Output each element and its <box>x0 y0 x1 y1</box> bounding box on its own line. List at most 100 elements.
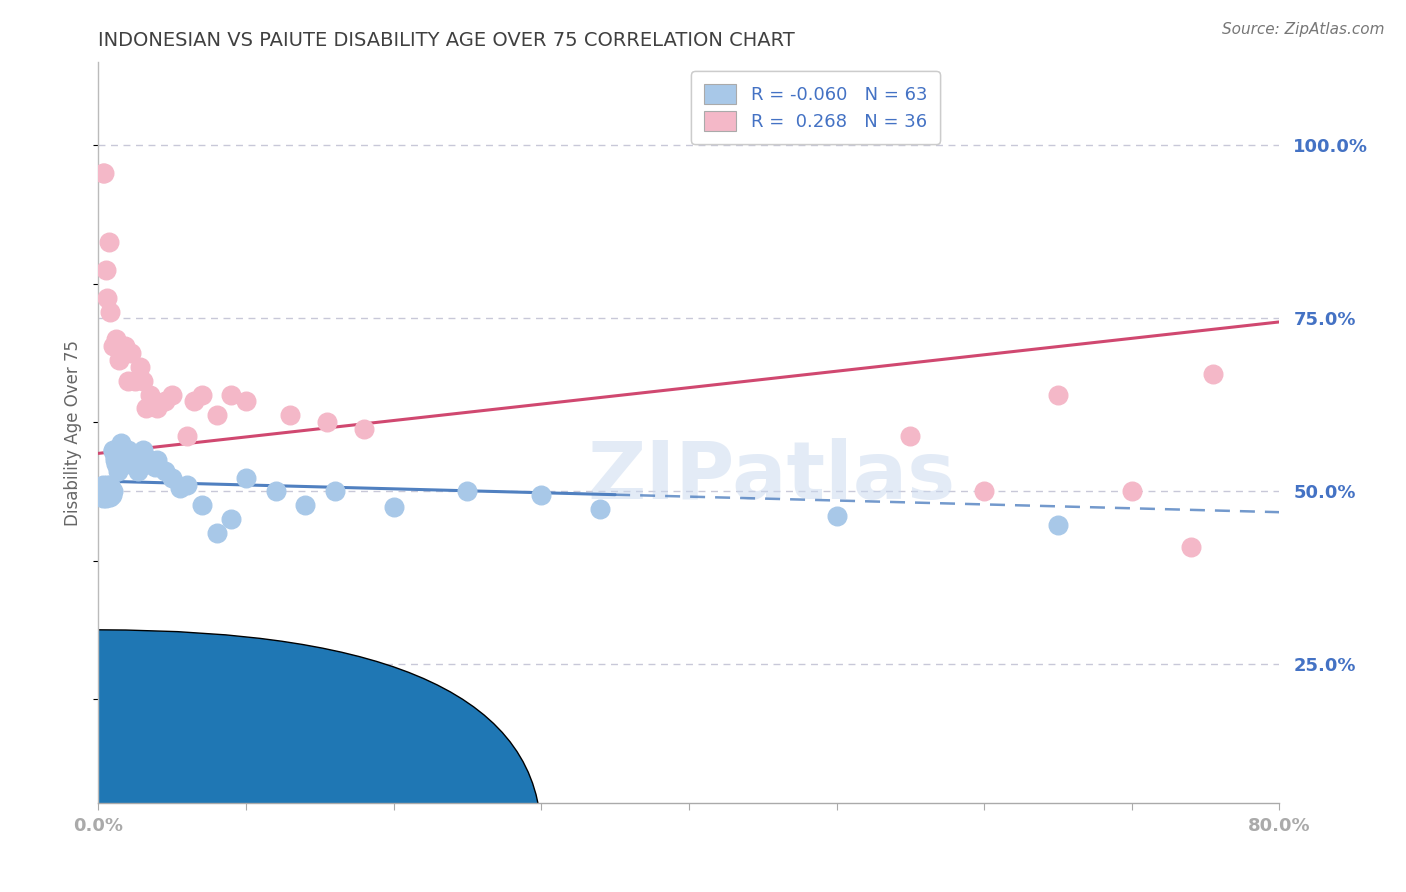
Point <box>104 453 127 467</box>
Point <box>97 484 120 499</box>
Point <box>97 488 120 502</box>
Text: INDONESIAN VS PAIUTE DISABILITY AGE OVER 75 CORRELATION CHART: INDONESIAN VS PAIUTE DISABILITY AGE OVER… <box>98 30 796 50</box>
Point <box>973 484 995 499</box>
Point <box>108 353 131 368</box>
Point <box>235 394 257 409</box>
Point <box>107 464 129 478</box>
Point <box>124 453 146 467</box>
Point <box>323 484 346 499</box>
Point <box>128 359 150 374</box>
Y-axis label: Disability Age Over 75: Disability Age Over 75 <box>65 340 83 525</box>
Point <box>104 450 127 464</box>
Point <box>176 429 198 443</box>
Point <box>98 490 121 504</box>
Point <box>205 409 228 423</box>
Point <box>103 484 125 499</box>
Point <box>111 346 134 360</box>
Point <box>825 508 848 523</box>
Point <box>457 484 479 499</box>
Point <box>264 484 287 499</box>
Point <box>97 481 120 495</box>
Point <box>132 442 155 457</box>
Point <box>1202 367 1225 381</box>
Point <box>205 525 228 540</box>
Point <box>96 485 118 500</box>
Point <box>112 450 135 464</box>
Point <box>98 485 121 500</box>
Point <box>132 374 155 388</box>
Point <box>105 457 128 471</box>
Point <box>117 374 139 388</box>
Legend: R = -0.060   N = 63, R =  0.268   N = 36: R = -0.060 N = 63, R = 0.268 N = 36 <box>690 71 939 144</box>
Point <box>143 460 166 475</box>
Point <box>221 387 243 401</box>
FancyBboxPatch shape <box>0 630 541 892</box>
Point <box>122 457 145 471</box>
Point <box>103 444 125 458</box>
Point <box>114 442 136 457</box>
Point <box>382 500 405 514</box>
Point <box>94 491 117 506</box>
Point <box>153 464 176 478</box>
Point <box>108 442 131 457</box>
Point <box>316 415 339 429</box>
Point <box>117 442 139 457</box>
Point <box>105 332 128 346</box>
Point <box>91 166 114 180</box>
Point <box>97 235 120 250</box>
Point <box>90 484 112 499</box>
Point <box>100 488 122 502</box>
Point <box>1121 484 1143 499</box>
Point <box>124 374 146 388</box>
Text: ZIPatlas: ZIPatlas <box>588 438 956 516</box>
Point <box>176 477 198 491</box>
Point <box>146 453 169 467</box>
Point <box>98 304 121 318</box>
Point <box>91 477 114 491</box>
Point <box>105 446 128 460</box>
Point <box>96 477 118 491</box>
Point <box>191 498 214 512</box>
Point <box>530 488 553 502</box>
Point <box>110 436 132 450</box>
Point <box>153 394 176 409</box>
Point <box>115 457 138 471</box>
Point <box>93 488 115 502</box>
Point <box>589 501 612 516</box>
Point <box>135 457 157 471</box>
Point <box>94 484 117 499</box>
Point <box>191 387 214 401</box>
Point <box>169 481 191 495</box>
Point <box>91 491 114 506</box>
Point <box>94 481 117 495</box>
Point <box>135 401 157 416</box>
Point <box>1046 387 1070 401</box>
Point <box>120 450 142 464</box>
Point <box>221 512 243 526</box>
Point <box>353 422 375 436</box>
Point <box>96 291 118 305</box>
Point <box>118 453 141 467</box>
Point <box>139 453 162 467</box>
Point <box>127 464 149 478</box>
Point <box>103 442 125 457</box>
Point <box>1180 540 1202 554</box>
Point <box>146 401 169 416</box>
Point <box>110 453 132 467</box>
Point <box>900 429 922 443</box>
Point <box>183 394 205 409</box>
Point <box>93 484 115 499</box>
Point <box>114 339 136 353</box>
Point <box>139 387 162 401</box>
Point <box>280 409 302 423</box>
Point <box>100 484 122 499</box>
Text: Source: ZipAtlas.com: Source: ZipAtlas.com <box>1222 22 1385 37</box>
Point <box>111 446 134 460</box>
Point <box>93 166 115 180</box>
Point <box>107 442 129 457</box>
Point <box>162 387 183 401</box>
Point <box>94 263 117 277</box>
Point <box>294 498 316 512</box>
Point <box>162 470 183 484</box>
Point <box>103 339 125 353</box>
